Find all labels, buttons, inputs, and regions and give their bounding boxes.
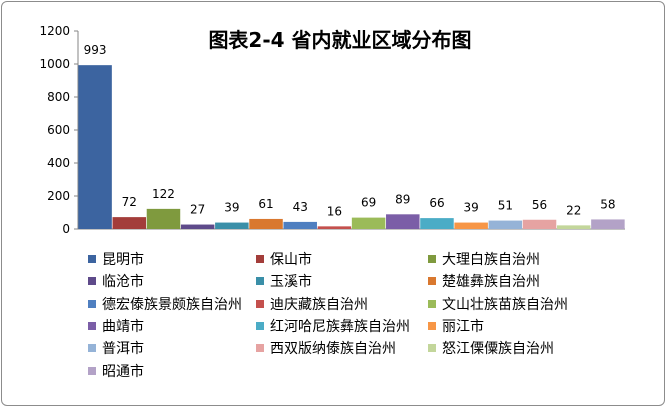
legend-item: 文山壮族苗族自治州 <box>428 293 568 315</box>
legend-swatch <box>88 255 96 263</box>
legend-label: 怒江傈僳族自治州 <box>442 341 554 358</box>
data-label: 61 <box>258 197 273 211</box>
bar <box>317 226 352 229</box>
bar <box>215 222 249 229</box>
data-label: 43 <box>293 200 308 214</box>
data-label: 51 <box>498 199 513 213</box>
data-label: 56 <box>532 198 547 212</box>
legend-swatch <box>256 255 264 263</box>
y-tick-label: 200 <box>47 189 70 203</box>
legend-swatch <box>256 321 264 330</box>
data-label: 89 <box>395 192 410 206</box>
legend-swatch <box>88 344 96 353</box>
legend-label: 大理白族自治州 <box>442 252 540 268</box>
legend-item: 西双版纳傣族自治州 <box>256 337 396 359</box>
legend-item: 红河哈尼族彝族自治州 <box>256 315 410 337</box>
legend-item: 昆明市 <box>88 248 144 270</box>
legend-swatch <box>428 344 436 353</box>
legend-swatch <box>428 321 436 330</box>
bar <box>454 222 488 229</box>
bar <box>488 220 523 229</box>
chart-title: 图表2-4 省内就业区域分布图 <box>208 28 471 52</box>
data-label: 16 <box>327 204 342 218</box>
legend-label: 西双版纳傣族自治州 <box>270 341 396 358</box>
data-label: 27 <box>190 203 205 217</box>
bar <box>591 219 625 229</box>
legend-swatch <box>256 277 264 286</box>
legend-item: 昭通市 <box>88 360 144 382</box>
legend-item: 德宏傣族景颇族自治州 <box>88 293 242 315</box>
legend-swatch <box>88 299 96 308</box>
bar <box>351 217 386 229</box>
data-label: 72 <box>122 195 137 209</box>
legend-label: 临沧市 <box>102 274 144 291</box>
bars <box>78 65 625 229</box>
data-label: 993 <box>84 43 107 57</box>
bar <box>112 217 147 229</box>
legend-label: 楚雄彝族自治州 <box>442 274 540 291</box>
bar <box>249 218 283 229</box>
legend-swatch <box>428 255 436 263</box>
legend-label: 红河哈尼族彝族自治州 <box>270 318 410 335</box>
y-tick-label: 800 <box>47 90 70 104</box>
bar <box>420 218 454 229</box>
legend-label: 昭通市 <box>102 363 144 380</box>
data-label: 22 <box>566 203 581 217</box>
y-axis: 0 200 400 600 800 1000 1200 <box>39 24 79 236</box>
legend-label: 丽江市 <box>442 318 484 335</box>
legend-swatch <box>88 321 96 330</box>
data-label: 66 <box>429 196 444 210</box>
legend-swatch <box>256 299 264 308</box>
bar <box>386 214 420 229</box>
data-label: 122 <box>152 187 175 201</box>
bar <box>283 221 317 229</box>
legend-label: 保山市 <box>270 252 312 268</box>
legend-item: 曲靖市 <box>88 315 144 337</box>
bar <box>180 224 215 229</box>
legend-swatch <box>428 299 436 308</box>
data-label: 69 <box>361 196 376 210</box>
legend-swatch <box>88 366 96 375</box>
legend-item: 临沧市 <box>88 270 144 292</box>
legend-label: 玉溪市 <box>270 274 312 291</box>
legend-label: 普洱市 <box>102 341 144 358</box>
data-label: 39 <box>224 201 239 215</box>
legend-item: 普洱市 <box>88 337 144 359</box>
legend-item: 怒江傈僳族自治州 <box>428 337 554 359</box>
legend-label: 曲靖市 <box>102 318 144 335</box>
legend-swatch <box>428 277 436 286</box>
y-tick-label: 400 <box>47 156 70 170</box>
legend-label: 德宏傣族景颇族自治州 <box>102 296 242 313</box>
data-labels: 993 72 122 27 39 61 43 16 69 89 66 39 51 56 22 58 <box>84 43 616 218</box>
legend-swatch <box>256 344 264 353</box>
y-tick-label: 600 <box>47 123 70 137</box>
legend-item: 保山市 <box>256 248 312 270</box>
legend-label: 文山壮族苗族自治州 <box>442 296 568 313</box>
legend-item: 大理白族自治州 <box>428 248 540 270</box>
legend-item: 玉溪市 <box>256 270 312 292</box>
legend-swatch <box>88 277 96 286</box>
y-tick-label: 1000 <box>39 57 70 71</box>
bar <box>78 65 112 229</box>
bar <box>556 225 591 229</box>
legend-item: 楚雄彝族自治州 <box>428 270 540 292</box>
y-tick-label: 0 <box>62 222 70 236</box>
legend-item: 丽江市 <box>428 315 484 337</box>
data-label: 58 <box>600 197 615 211</box>
legend-item: 迪庆藏族自治州 <box>256 293 368 315</box>
data-label: 39 <box>464 201 479 215</box>
legend-label: 昆明市 <box>102 252 144 268</box>
bar <box>522 219 557 229</box>
legend-label: 迪庆藏族自治州 <box>270 296 368 313</box>
y-tick-label: 1200 <box>39 24 70 38</box>
bar <box>146 208 181 229</box>
